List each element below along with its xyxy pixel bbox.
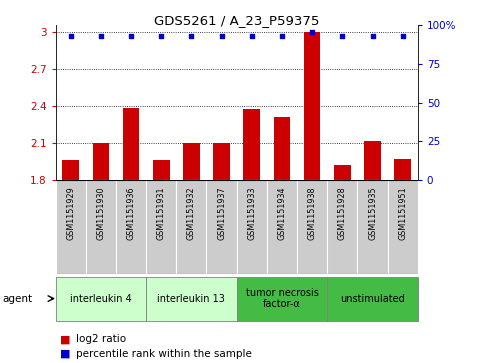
Bar [56,277,146,321]
Text: interleukin 4: interleukin 4 [70,294,132,303]
Bar [237,277,327,321]
Bar [116,180,146,274]
Bar [267,180,297,274]
Text: GSM1151938: GSM1151938 [308,186,317,240]
Point [127,33,135,39]
Point [248,33,256,39]
Bar [153,160,170,180]
Text: unstimulated: unstimulated [340,294,405,303]
Text: GSM1151933: GSM1151933 [247,186,256,240]
Bar [183,143,199,180]
Text: GSM1151937: GSM1151937 [217,186,226,240]
Point [218,33,226,39]
Text: GSM1151935: GSM1151935 [368,186,377,240]
Bar [146,180,176,274]
Text: ■: ■ [60,349,71,359]
Point [97,33,105,39]
Bar [364,142,381,180]
Text: GSM1151929: GSM1151929 [66,186,75,240]
Bar [93,143,109,180]
Bar [274,117,290,180]
Text: agent: agent [2,294,32,303]
Point [157,33,165,39]
Bar [334,165,351,180]
Text: GSM1151951: GSM1151951 [398,186,407,240]
Bar [327,277,418,321]
Text: percentile rank within the sample: percentile rank within the sample [76,349,252,359]
Text: GSM1151931: GSM1151931 [156,186,166,240]
Bar [243,109,260,180]
Point [369,33,376,39]
Bar [207,180,237,274]
Bar [297,180,327,274]
Text: ■: ■ [60,334,71,344]
Bar [237,180,267,274]
Bar [213,143,230,180]
Bar [388,180,418,274]
Text: GSM1151932: GSM1151932 [187,186,196,240]
Text: GDS5261 / A_23_P59375: GDS5261 / A_23_P59375 [154,15,319,28]
Point [339,33,346,39]
Bar [176,180,207,274]
Bar [123,108,139,180]
Point [187,33,195,39]
Text: log2 ratio: log2 ratio [76,334,127,344]
Bar [304,32,320,180]
Text: GSM1151934: GSM1151934 [277,186,286,240]
Text: interleukin 13: interleukin 13 [157,294,226,303]
Point [399,33,407,39]
Point [278,33,286,39]
Bar [86,180,116,274]
Bar [357,180,388,274]
Point [308,29,316,34]
Text: tumor necrosis
factor-α: tumor necrosis factor-α [245,288,318,309]
Text: GSM1151936: GSM1151936 [127,186,136,240]
Bar [395,159,411,180]
Bar [62,160,79,180]
Bar [146,277,237,321]
Text: GSM1151930: GSM1151930 [96,186,105,240]
Bar [56,180,86,274]
Point [67,33,74,39]
Text: GSM1151928: GSM1151928 [338,186,347,240]
Bar [327,180,357,274]
